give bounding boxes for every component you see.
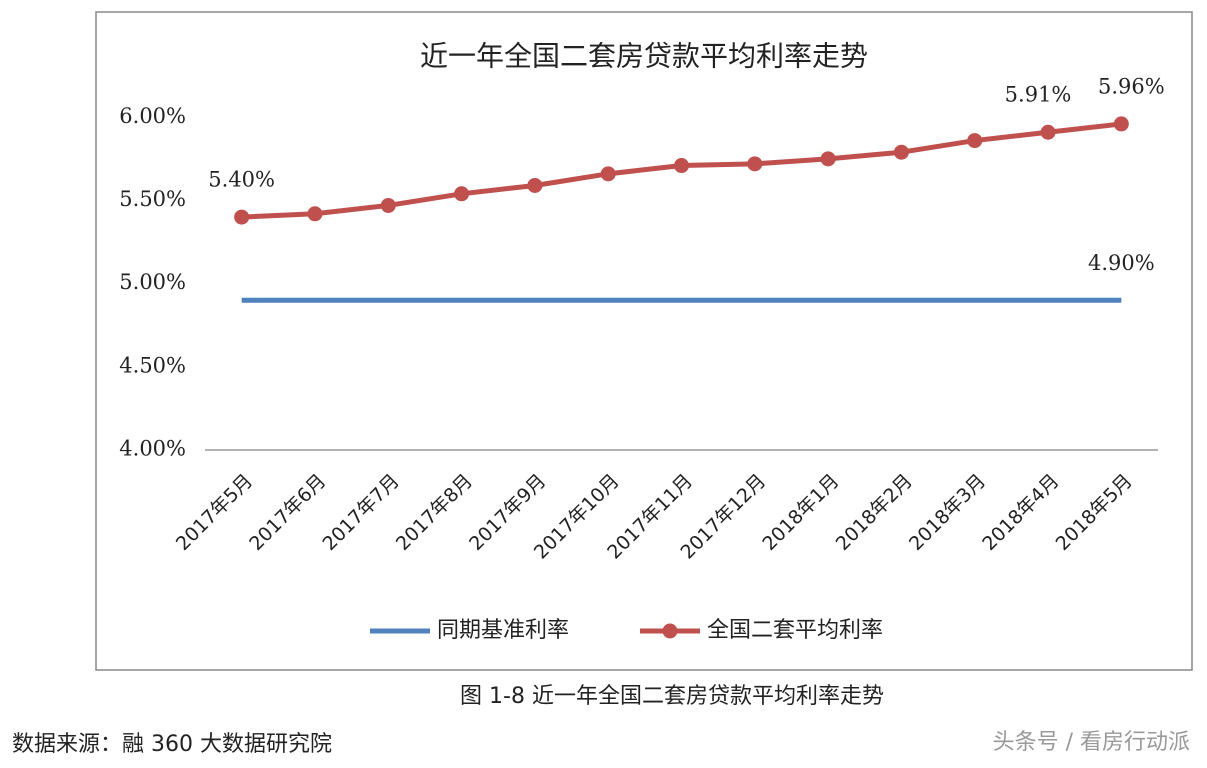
line-marker [527, 177, 543, 193]
chart-title: 近一年全国二套房贷款平均利率走势 [420, 40, 868, 73]
watermark: 头条号 / 看房行动派 [993, 730, 1190, 755]
y-tick-label: 4.50% [119, 353, 186, 377]
y-tick-label: 4.00% [119, 437, 186, 461]
data-label: 4.90% [1088, 251, 1155, 275]
legend-label: 全国二套平均利率 [707, 618, 883, 643]
caption: 图 1-8 近一年全国二套房贷款平均利率走势 [460, 684, 884, 709]
line-marker [600, 166, 616, 182]
line-marker [454, 186, 470, 202]
line-marker [674, 158, 689, 174]
y-tick-label: 6.00% [119, 104, 186, 128]
line-marker [307, 206, 323, 222]
line-marker [747, 156, 763, 172]
source: 数据来源：融 360 大数据研究院 [12, 732, 332, 757]
data-label: 5.91% [1005, 83, 1072, 107]
line-marker [1113, 116, 1129, 132]
chart-frame [95, 11, 1193, 671]
y-tick-label: 5.50% [119, 187, 186, 211]
data-label: 5.96% [1098, 74, 1165, 98]
legend-label: 同期基准利率 [437, 618, 569, 643]
data-label: 5.40% [208, 168, 275, 192]
line-marker [967, 133, 983, 149]
line-marker [234, 209, 250, 225]
line-marker [893, 144, 909, 160]
line-marker [1040, 124, 1056, 140]
line-marker [820, 151, 836, 167]
legend-marker [662, 623, 678, 639]
y-tick-label: 5.00% [119, 270, 186, 294]
line-marker [380, 197, 396, 213]
